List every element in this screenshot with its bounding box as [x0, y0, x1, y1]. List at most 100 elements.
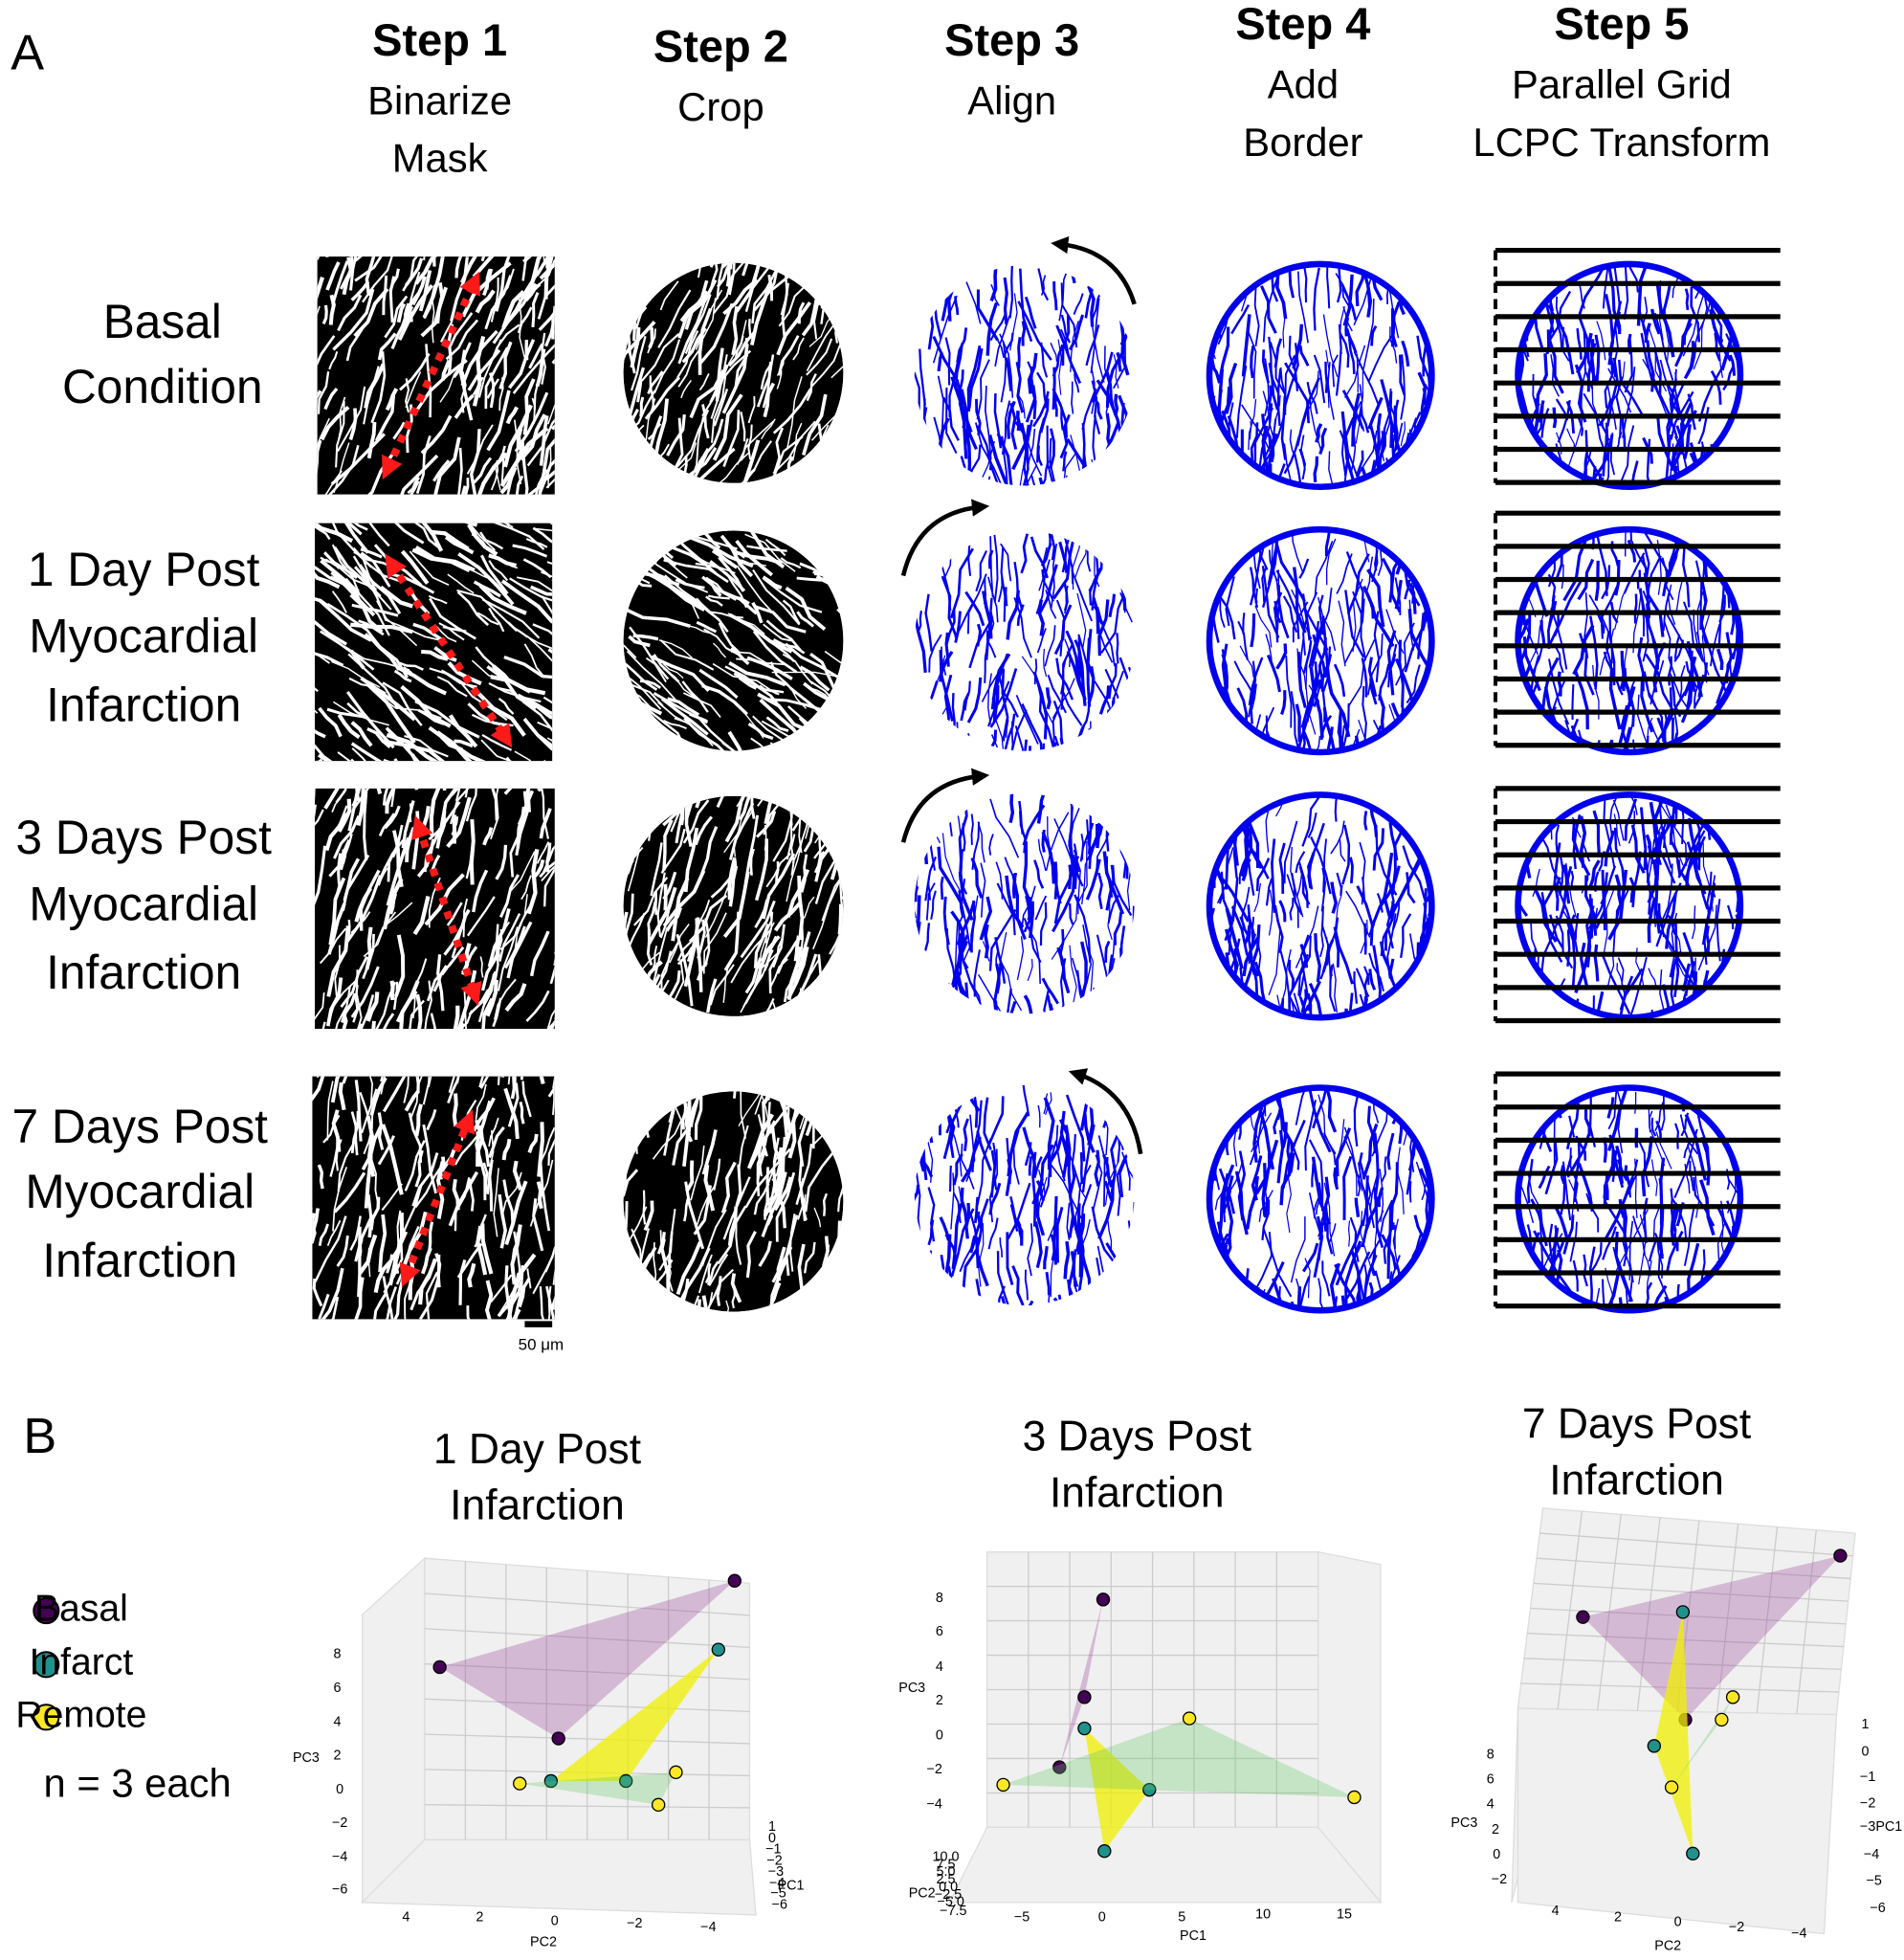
axis-label: PC1 — [1875, 1819, 1902, 1835]
fiber — [659, 639, 715, 671]
fiber — [976, 1308, 985, 1369]
fiber — [631, 976, 641, 1016]
tick-label: −5 — [1866, 1873, 1881, 1888]
fiber — [944, 793, 950, 817]
fiber — [850, 623, 875, 650]
fiber — [993, 531, 999, 603]
fiber — [1339, 430, 1360, 481]
fiber — [1229, 747, 1237, 754]
fiber — [1118, 837, 1129, 880]
sample-point — [551, 1731, 565, 1746]
fiber — [1726, 904, 1735, 930]
tick-label: −6 — [772, 1897, 787, 1912]
fiber — [578, 295, 599, 353]
fiber — [778, 283, 808, 327]
fiber — [1064, 1125, 1073, 1197]
fiber — [395, 192, 423, 255]
fiber — [1733, 1288, 1740, 1312]
fiber — [1504, 1148, 1515, 1192]
fiber — [652, 1118, 683, 1160]
fiber — [682, 1101, 692, 1136]
fiber — [1600, 865, 1617, 905]
fiber — [727, 730, 762, 751]
fiber — [1301, 793, 1323, 847]
fiber — [513, 894, 528, 956]
fiber — [988, 834, 994, 856]
fiber — [1716, 1200, 1726, 1266]
fiber — [577, 571, 605, 577]
fiber — [1233, 1303, 1251, 1312]
row-label: Myocardial — [29, 877, 258, 930]
fiber — [1126, 432, 1135, 486]
fiber — [1732, 752, 1738, 754]
plot-title: Infarction — [450, 1482, 625, 1529]
row-label: 7 Days Post — [12, 1100, 269, 1153]
fiber — [1125, 464, 1135, 486]
fiber — [486, 390, 511, 452]
fiber — [570, 763, 601, 787]
fiber — [1658, 1207, 1665, 1259]
fiber — [927, 876, 931, 901]
fiber — [1572, 624, 1595, 676]
fiber — [1415, 1096, 1433, 1137]
fiber — [852, 262, 859, 292]
orientation-arrow — [399, 1109, 476, 1287]
fiber — [453, 1005, 460, 1030]
fiber — [373, 1291, 388, 1320]
fiber — [945, 1105, 951, 1134]
fiber — [763, 1091, 785, 1104]
fiber — [1619, 425, 1635, 485]
fiber — [1533, 474, 1543, 489]
fiber — [572, 727, 598, 749]
fiber — [559, 579, 594, 614]
fiber — [900, 871, 911, 924]
fiber — [1362, 270, 1373, 318]
fiber — [841, 441, 844, 483]
fiber — [958, 872, 968, 895]
fiber — [302, 368, 313, 394]
fiber — [697, 919, 706, 959]
fiber — [1645, 485, 1656, 489]
fiber — [1684, 288, 1690, 311]
fiber — [1740, 745, 1742, 754]
fiber — [1404, 603, 1429, 673]
fiber — [1395, 484, 1400, 489]
fiber — [1298, 558, 1310, 579]
fiber — [1502, 680, 1514, 707]
fiber — [914, 885, 919, 915]
fiber — [378, 867, 388, 886]
fiber — [1634, 1091, 1637, 1114]
fiber — [519, 1102, 525, 1125]
fiber — [1298, 1276, 1311, 1309]
fiber — [1080, 834, 1084, 860]
fiber — [526, 418, 555, 467]
fiber — [1643, 572, 1665, 637]
fiber — [1273, 394, 1281, 423]
aligned-image — [900, 793, 1135, 1014]
fiber — [539, 808, 552, 839]
fiber — [694, 1094, 703, 1140]
fiber — [315, 596, 330, 609]
fiber — [517, 693, 553, 720]
fiber — [529, 699, 553, 716]
fiber — [1022, 1126, 1037, 1175]
fiber — [723, 810, 754, 854]
fiber — [500, 1076, 505, 1078]
fiber — [317, 370, 330, 414]
fiber — [1389, 1162, 1399, 1210]
fiber — [1655, 1120, 1662, 1141]
fiber — [1380, 901, 1394, 957]
fiber — [561, 1043, 580, 1083]
fiber — [1374, 549, 1379, 571]
fiber — [1400, 354, 1406, 420]
fiber — [553, 1017, 555, 1019]
fiber — [711, 373, 727, 443]
fiber — [1694, 683, 1700, 709]
fiber — [762, 262, 784, 301]
tick-label: 0.0 — [939, 1880, 958, 1895]
fiber — [567, 849, 572, 915]
fiber — [1667, 914, 1676, 935]
fiber — [542, 696, 553, 704]
fiber — [1200, 800, 1205, 842]
fiber — [431, 1325, 441, 1342]
